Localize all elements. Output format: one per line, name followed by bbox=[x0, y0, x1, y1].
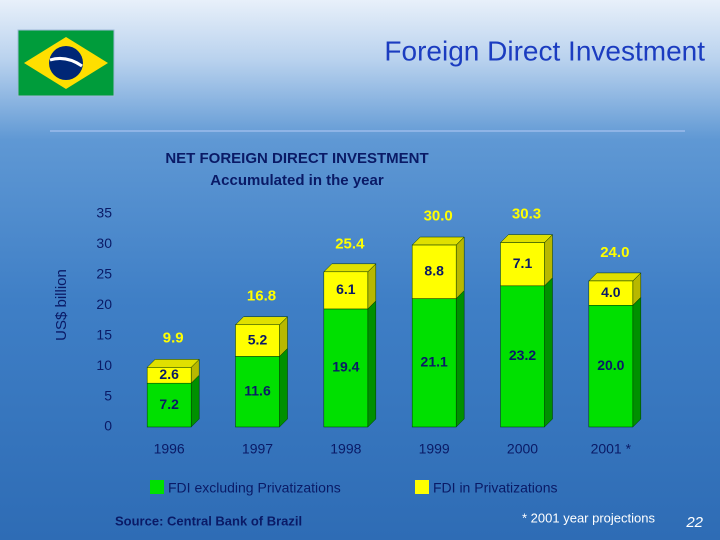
bar-segment bbox=[588, 305, 634, 428]
data-label: 7.2 bbox=[159, 396, 179, 412]
x-tick-label: 1999 bbox=[419, 441, 450, 457]
data-label: 23.2 bbox=[509, 347, 536, 363]
bar-side bbox=[367, 300, 377, 428]
bar-side bbox=[632, 296, 642, 428]
bar-segment bbox=[500, 242, 545, 287]
bar-segment bbox=[146, 367, 192, 384]
y-tick-label: 5 bbox=[104, 387, 112, 403]
data-label: 5.2 bbox=[248, 331, 268, 347]
bar-segment bbox=[323, 308, 369, 428]
bar-segment bbox=[411, 244, 457, 299]
source: Source: Central Bank of Brazil bbox=[115, 513, 302, 528]
bar-segment bbox=[323, 271, 369, 310]
legend-swatch bbox=[150, 480, 164, 494]
data-label: 6.1 bbox=[336, 281, 356, 297]
bar-top bbox=[588, 272, 642, 282]
bar-side bbox=[190, 374, 200, 428]
brazil-flag bbox=[17, 29, 115, 97]
x-tick-label: 2000 bbox=[507, 441, 538, 457]
y-tick-label: 25 bbox=[96, 266, 112, 282]
data-label: 2.6 bbox=[159, 366, 179, 382]
total-label: 24.0 bbox=[600, 244, 629, 261]
chart-title: NET FOREIGN DIRECT INVESTMENT bbox=[165, 150, 428, 167]
y-tick-label: 10 bbox=[96, 357, 112, 373]
y-tick-label: 35 bbox=[96, 205, 112, 221]
page-title: Foreign Direct Investment bbox=[384, 35, 705, 66]
total-label: 30.0 bbox=[424, 207, 453, 224]
total-label: 9.9 bbox=[163, 330, 184, 347]
data-label: 11.6 bbox=[244, 382, 271, 398]
data-label: 19.4 bbox=[332, 359, 359, 375]
bar-side bbox=[455, 289, 465, 428]
y-tick-label: 0 bbox=[104, 418, 112, 434]
bar-segment bbox=[411, 298, 457, 428]
bar-segment bbox=[500, 285, 545, 428]
bar-side bbox=[544, 277, 553, 428]
page-number: 22 bbox=[685, 514, 703, 531]
bar-top bbox=[411, 236, 465, 246]
x-tick-label: 2001 * bbox=[591, 441, 632, 457]
legend-label: FDI in Privatizations bbox=[433, 480, 557, 496]
x-tick-label: 1996 bbox=[154, 441, 185, 457]
bar-side bbox=[279, 347, 288, 428]
chart-subtitle: Accumulated in the year bbox=[210, 172, 384, 189]
bar-side bbox=[455, 236, 465, 300]
data-label: 7.1 bbox=[513, 255, 533, 271]
bar-segment bbox=[588, 280, 634, 306]
legend-label: FDI excluding Privatizations bbox=[168, 480, 341, 496]
total-label: 25.4 bbox=[335, 235, 365, 252]
bar-segment bbox=[235, 324, 280, 357]
data-label: 21.1 bbox=[421, 353, 448, 369]
y-tick-label: 15 bbox=[96, 326, 112, 342]
data-label: 20.0 bbox=[597, 357, 624, 373]
y-tick-label: 30 bbox=[96, 235, 112, 251]
x-tick-label: 1997 bbox=[242, 441, 273, 457]
bar-side bbox=[544, 233, 553, 287]
x-tick-label: 1998 bbox=[330, 441, 361, 457]
total-label: 30.3 bbox=[512, 206, 541, 223]
total-label: 16.8 bbox=[247, 288, 276, 305]
data-label: 8.8 bbox=[424, 263, 444, 279]
legend-swatch bbox=[415, 480, 429, 494]
y-tick-label: 20 bbox=[96, 296, 112, 312]
y-axis-label: US$ billion bbox=[53, 269, 70, 341]
bar-top bbox=[323, 263, 377, 273]
bar-top bbox=[499, 234, 554, 243]
data-label: 4.0 bbox=[601, 284, 621, 300]
footnote: * 2001 year projections bbox=[522, 510, 655, 525]
bar-top bbox=[234, 316, 289, 326]
